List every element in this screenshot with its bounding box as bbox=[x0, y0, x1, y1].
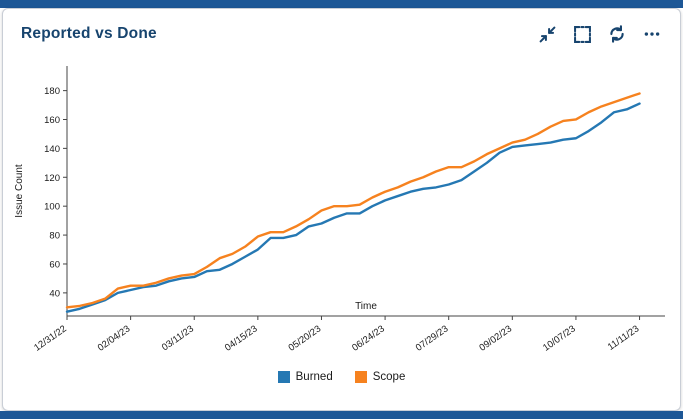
x-tick-label: 10/07/23 bbox=[541, 323, 578, 353]
legend-swatch-burned bbox=[277, 371, 290, 383]
x-tick-label: 02/04/23 bbox=[96, 323, 133, 353]
fit-to-screen-icon[interactable] bbox=[572, 24, 592, 44]
collapse-icon[interactable] bbox=[537, 24, 557, 44]
chart-card: Reported vs Done bbox=[2, 8, 681, 411]
legend-label-burned: Burned bbox=[295, 371, 333, 383]
chart-legend: Burned Scope bbox=[3, 371, 680, 383]
x-tick-label: 05/20/23 bbox=[287, 323, 324, 353]
legend-item-scope[interactable]: Scope bbox=[354, 371, 406, 383]
y-tick-label: 80 bbox=[49, 231, 60, 242]
x-axis-title: Time bbox=[355, 301, 377, 312]
y-axis-title: Issue Count bbox=[14, 164, 25, 218]
y-tick-label: 160 bbox=[44, 115, 60, 126]
x-tick-label: 12/31/22 bbox=[32, 323, 69, 353]
bottom-accent-bar bbox=[0, 411, 683, 419]
y-tick-label: 120 bbox=[44, 173, 60, 184]
card-header: Reported vs Done bbox=[3, 9, 680, 46]
page-title: Reported vs Done bbox=[21, 25, 157, 42]
legend-swatch-scope bbox=[354, 371, 367, 383]
header-icons bbox=[537, 24, 662, 44]
refresh-icon[interactable] bbox=[607, 24, 627, 44]
legend-label-scope: Scope bbox=[372, 371, 406, 383]
x-tick-label: 03/11/23 bbox=[160, 323, 196, 353]
y-tick-label: 60 bbox=[49, 259, 60, 270]
y-tick-label: 180 bbox=[44, 86, 60, 97]
x-tick-label: 09/02/23 bbox=[477, 323, 514, 353]
y-tick-label: 40 bbox=[49, 288, 60, 299]
series-scope bbox=[65, 92, 641, 309]
chart-area[interactable]: 40 60 80 100 120 140 160 180 12/31/22 02/04/23 03/… bbox=[9, 56, 680, 369]
x-tick-label: 07/29/23 bbox=[414, 323, 451, 353]
x-tick-label: 06/24/23 bbox=[350, 323, 387, 353]
y-tick-label: 140 bbox=[44, 144, 60, 155]
top-accent-bar bbox=[0, 0, 683, 8]
series-burned bbox=[65, 102, 641, 313]
more-menu-icon[interactable] bbox=[642, 24, 662, 44]
x-tick-label: 11/11/23 bbox=[606, 323, 641, 352]
y-tick-label: 100 bbox=[44, 202, 60, 213]
chart-svg: 40 60 80 100 120 140 160 180 12/31/22 02/04/23 03/… bbox=[14, 66, 665, 354]
legend-item-burned[interactable]: Burned bbox=[277, 371, 333, 383]
x-tick-label: 04/15/23 bbox=[223, 323, 260, 353]
